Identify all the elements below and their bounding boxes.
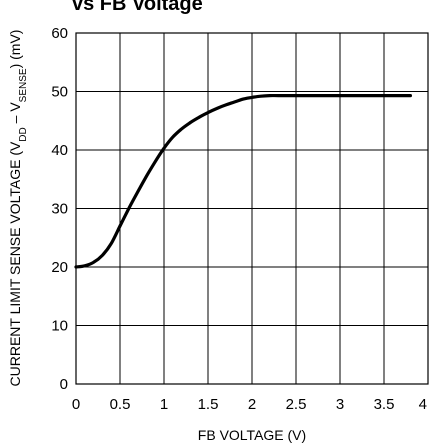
x-tick-label: 3.5	[374, 396, 395, 413]
x-tick-label: 0	[72, 396, 80, 413]
y-tick-label: 60	[51, 25, 68, 42]
y-tick-label: 30	[51, 201, 68, 218]
grid	[76, 33, 428, 384]
x-tick-label: 3	[336, 396, 344, 413]
x-tick-label: 2.5	[286, 396, 307, 413]
x-tick-label: 4	[419, 396, 427, 413]
x-tick-label: 1.5	[198, 396, 219, 413]
x-tick-label: 2	[248, 396, 256, 413]
y-tick-label: 0	[60, 376, 68, 393]
y-tick-label: 50	[51, 84, 68, 101]
x-tick-label: 0.5	[110, 396, 131, 413]
y-tick-label: 10	[51, 318, 68, 335]
y-tick-label: 20	[51, 259, 68, 276]
chart-title: vs FB Voltage	[72, 0, 203, 15]
plot-frame	[75, 32, 429, 385]
data-line	[74, 93, 412, 269]
x-axis-label: FB VOLTAGE (V)	[198, 427, 306, 443]
x-tick-label: 1	[160, 396, 168, 413]
y-tick-label: 40	[51, 142, 68, 159]
y-axis-label: CURRENT LIMIT SENSE VOLTAGE (VDD – VSENS…	[7, 30, 29, 387]
